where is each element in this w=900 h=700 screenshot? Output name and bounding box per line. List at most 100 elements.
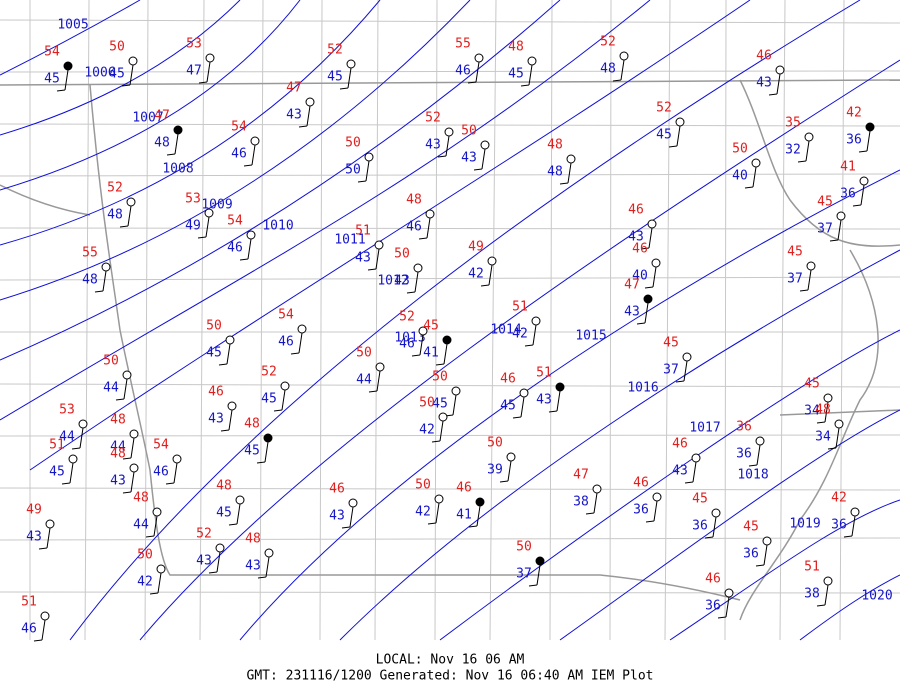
wind-barb [528, 64, 533, 86]
wind-barb [205, 216, 210, 238]
temperature: 52 [327, 43, 343, 58]
isobar [69, 0, 861, 641]
dewpoint: 40 [732, 169, 748, 184]
wind-barb-flag [816, 604, 826, 607]
station-circle [152, 507, 162, 517]
wind-barb [123, 378, 128, 400]
temperature: 47 [286, 81, 302, 96]
station-circle [235, 495, 245, 505]
temperature: 51 [49, 438, 65, 453]
temperature: 48 [547, 138, 563, 153]
temperature: 48 [133, 491, 149, 506]
dewpoint: 45 [432, 397, 448, 412]
dewpoint: 45 [206, 346, 222, 361]
dewpoint: 42 [419, 423, 435, 438]
station-circle [691, 453, 701, 463]
station: 50 37 [516, 540, 545, 587]
wind-barb [593, 492, 598, 514]
wind-barb-flag [468, 525, 478, 528]
station: 50 43 [461, 124, 490, 171]
temperature: 48 [815, 403, 831, 418]
dewpoint: 43 [355, 251, 371, 266]
county-line [0, 19, 900, 24]
dewpoint: 44 [110, 440, 126, 455]
wind-barb-flag [115, 398, 125, 401]
wind-barb-flag [239, 258, 249, 261]
wind-barb-flag [799, 289, 809, 292]
isobar-label: 1011 [334, 233, 365, 248]
state-border [739, 249, 879, 621]
station-circle [45, 519, 55, 529]
station: 45 34 [804, 377, 833, 424]
temperature: 46 [208, 385, 224, 400]
temperature: 45 [817, 195, 833, 210]
county-line [839, 0, 845, 641]
dewpoint: 40 [632, 269, 648, 284]
station-circle [451, 386, 461, 396]
state-border [739, 79, 900, 247]
wind-barb [102, 270, 107, 292]
temperature: 41 [840, 160, 856, 175]
wind-barb-flag [644, 286, 654, 289]
wind-barb [206, 61, 211, 83]
station-circle [263, 433, 273, 443]
temperature: 52 [107, 181, 123, 196]
station-circle [172, 454, 182, 464]
station: 51 38 [804, 560, 833, 607]
station-circle [442, 335, 452, 345]
isobar [0, 0, 471, 301]
dewpoint: 48 [82, 273, 98, 288]
station-circle [246, 230, 256, 240]
wind-barb-flag [273, 409, 283, 412]
dewpoint: 32 [785, 143, 801, 158]
station: 46 43 [329, 482, 358, 529]
wind-barb [69, 462, 74, 484]
dewpoint: 45 [244, 444, 260, 459]
wind-barb [435, 502, 440, 524]
wind-barb [375, 248, 380, 270]
isobar [139, 59, 900, 641]
dewpoint: 45 [508, 67, 524, 82]
state-border [0, 184, 91, 216]
station-circle [823, 393, 833, 403]
station: 48 48 [547, 138, 576, 185]
wind-barb [414, 271, 419, 293]
dewpoint: 45 [109, 67, 125, 82]
footer-gmt: GMT: 231116/1200 Generated: Nov 16 06:40… [247, 669, 654, 684]
station-circle [129, 463, 139, 473]
wind-barb [653, 500, 658, 522]
station-circle [215, 543, 225, 553]
dewpoint: 43 [394, 274, 410, 289]
temperature: 50 [415, 478, 431, 493]
temperature: 48 [245, 532, 261, 547]
county-line [0, 227, 900, 230]
temperature: 51 [355, 224, 371, 239]
wind-barb [536, 564, 541, 586]
wind-barb [226, 343, 231, 365]
dewpoint: 42 [468, 267, 484, 282]
station: 46 43 [672, 437, 701, 484]
station: 52 45 [327, 43, 356, 90]
wind-barb [824, 401, 829, 423]
station: 50 50 [345, 136, 374, 183]
dewpoint: 43 [461, 151, 477, 166]
isobar [0, 0, 381, 246]
dewpoint: 49 [185, 219, 201, 234]
isobar-label: 1007 [132, 111, 163, 126]
dewpoint: 36 [840, 187, 856, 202]
county-line [319, 0, 323, 641]
dewpoint: 45 [216, 506, 232, 521]
isobar [339, 249, 900, 641]
county-line [724, 0, 727, 641]
station: 53 44 [59, 403, 88, 450]
station-circle [227, 401, 237, 411]
temperature: 54 [231, 120, 247, 135]
temperature: 49 [468, 240, 484, 255]
county-line [489, 0, 497, 641]
wind-barb-flag [559, 182, 569, 185]
station-circle [413, 263, 423, 273]
wind-barb-flag [228, 523, 238, 526]
wind-barb-flag [357, 180, 367, 183]
station-circle [823, 576, 833, 586]
station: 52 48 [107, 181, 136, 228]
